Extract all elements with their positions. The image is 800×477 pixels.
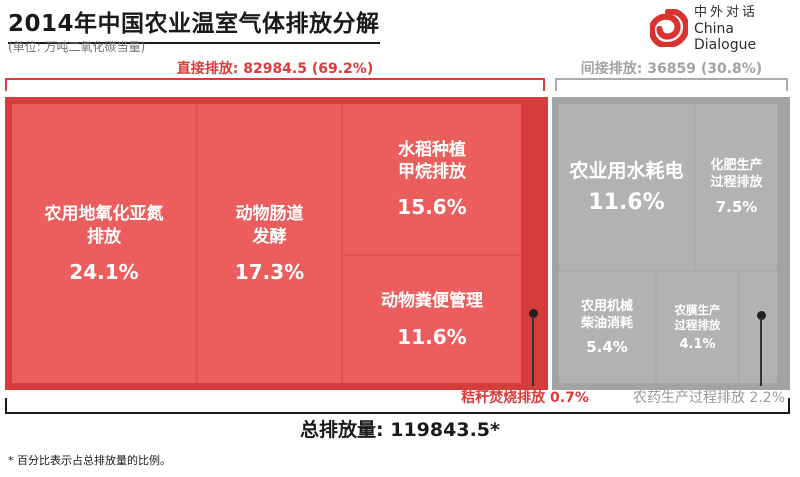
cell-cropland-n2o-percent: 24.1%: [69, 259, 139, 284]
cell-manure-management-label: 动物粪便管理: [381, 291, 483, 312]
total-emissions-label: 总排放量: 119843.5*: [300, 419, 500, 441]
logo-text: 中外对话 China Dialogue: [694, 5, 800, 54]
cell-enteric-fermentation-percent: 17.3%: [234, 259, 305, 284]
cell-fertilizer-production-label: 化肥生产 过程排放: [710, 158, 763, 190]
direct-emissions-bracket: [5, 78, 545, 91]
logo-text-en: China Dialogue: [694, 20, 757, 54]
cell-plastic-film-production-label: 农膜生产 过程排放: [674, 302, 721, 332]
logo-text-cn: 中外对话: [694, 5, 759, 20]
footnote: * 百分比表示占总排放量的比例。: [8, 454, 171, 467]
cell-machinery-diesel-label: 农用机械 柴油消耗: [580, 298, 633, 331]
treemap-indirect-emissions: 农业用水耗电 11.6% 化肥生产 过程排放 7.5% 农用机械 柴油消耗 5.…: [552, 97, 790, 390]
china-dialogue-logo: 中外对话 China Dialogue: [648, 5, 800, 54]
indirect-emissions-bracket: [555, 78, 788, 91]
page-title: 2014年中国农业温室气体排放分解: [8, 4, 380, 44]
cell-cropland-n2o: 农用地氧化亚氮 排放 24.1%: [12, 104, 196, 383]
total-emissions-bracket: [5, 398, 790, 414]
cell-fertilizer-production: 化肥生产 过程排放 7.5%: [696, 104, 777, 270]
cell-enteric-fermentation-label: 动物肠道 发酵: [235, 204, 304, 247]
indirect-emissions-header: 间接排放: 36859 (30.8%): [580, 61, 763, 77]
cell-plastic-film-production: 农膜生产 过程排放 4.1%: [657, 272, 738, 383]
cell-plastic-film-production-percent: 4.1%: [679, 337, 716, 353]
cell-enteric-fermentation: 动物肠道 发酵 17.3%: [198, 104, 341, 383]
callout-dot-pesticide-production: [757, 311, 766, 320]
direct-emissions-header: 直接排放: 82984.5 (69.2%): [176, 61, 374, 77]
cell-manure-management: 动物粪便管理 11.6%: [343, 256, 521, 383]
cell-machinery-diesel-percent: 5.4%: [586, 338, 628, 357]
cell-rice-methane: 水稻种植 甲烷排放 15.6%: [343, 104, 521, 254]
callout-line-straw-burning: [532, 316, 534, 386]
cell-irrigation-electricity-label: 农业用水耗电: [569, 160, 684, 183]
treemap-indirect-cells-area: 农业用水耗电 11.6% 化肥生产 过程排放 7.5% 农用机械 柴油消耗 5.…: [559, 104, 777, 383]
cell-rice-methane-label: 水稻种植 甲烷排放: [398, 139, 466, 182]
china-dialogue-swirl-icon: [648, 8, 690, 51]
cell-rice-methane-percent: 15.6%: [397, 195, 467, 220]
callout-label-pesticide-production: 农药生产过程排放 2.2%: [632, 390, 786, 406]
callout-dot-straw-burning: [529, 309, 538, 318]
cell-irrigation-electricity-percent: 11.6%: [588, 189, 665, 215]
cell-manure-management-percent: 11.6%: [397, 324, 467, 349]
treemap-direct-cells-area: 农用地氧化亚氮 排放 24.1% 动物肠道 发酵 17.3% 水稻种植 甲烷排放…: [12, 104, 521, 383]
cell-cropland-n2o-label: 农用地氧化亚氮 排放: [44, 204, 164, 247]
cell-pesticide-production-sliver: [740, 272, 777, 383]
callout-label-straw-burning: 秸秆焚烧排放 0.7%: [461, 390, 589, 406]
cell-fertilizer-production-percent: 7.5%: [715, 197, 758, 216]
cell-machinery-diesel: 农用机械 柴油消耗 5.4%: [559, 272, 655, 383]
cell-irrigation-electricity: 农业用水耗电 11.6%: [559, 104, 694, 270]
treemap-direct-emissions: 农用地氧化亚氮 排放 24.1% 动物肠道 发酵 17.3% 水稻种植 甲烷排放…: [5, 97, 548, 390]
unit-subtitle: (单位: 万吨二氧化碳当量): [8, 40, 146, 54]
callout-line-pesticide-production: [760, 318, 762, 386]
